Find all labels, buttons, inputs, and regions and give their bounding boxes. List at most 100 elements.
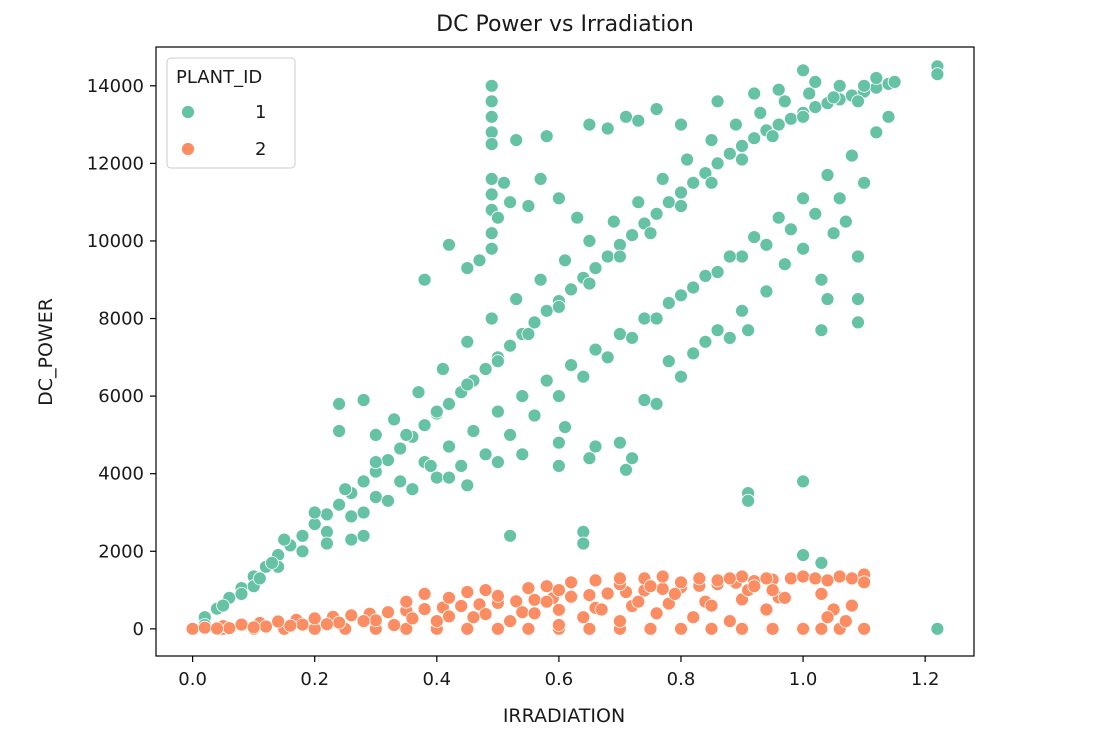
data-point <box>735 249 749 264</box>
data-point <box>668 587 682 601</box>
data-point <box>808 571 823 586</box>
points-layer <box>185 59 945 636</box>
data-point <box>283 618 298 633</box>
data-point <box>344 509 359 524</box>
data-point <box>594 602 609 617</box>
data-point <box>765 621 780 636</box>
data-point <box>429 614 444 628</box>
data-point <box>808 75 823 89</box>
data-point <box>674 575 688 590</box>
data-point <box>552 583 566 597</box>
legend-entries: 12 <box>181 102 266 160</box>
data-point <box>478 362 493 376</box>
x-tick-label: 0.4 <box>422 669 451 690</box>
data-point <box>533 272 548 287</box>
data-point <box>344 532 359 547</box>
data-point <box>332 615 347 630</box>
data-point <box>539 129 554 144</box>
data-point <box>704 133 719 148</box>
data-point <box>722 249 737 264</box>
data-point <box>393 474 408 489</box>
data-point <box>387 412 402 427</box>
data-point <box>710 573 725 588</box>
data-point <box>460 377 475 392</box>
data-point <box>613 571 627 586</box>
data-point <box>527 315 542 330</box>
data-point <box>265 556 279 570</box>
x-tick-label: 0.6 <box>545 669 574 690</box>
data-point <box>210 621 224 636</box>
data-point <box>234 617 249 632</box>
data-point <box>808 206 823 221</box>
data-point <box>851 249 865 264</box>
data-point <box>429 404 444 419</box>
data-point <box>527 592 542 607</box>
data-point <box>252 571 267 586</box>
data-point <box>588 342 603 357</box>
y-tick-label: 6000 <box>98 386 144 407</box>
data-point <box>881 109 896 124</box>
data-point <box>814 323 829 338</box>
data-point <box>423 458 438 473</box>
data-point <box>319 617 334 632</box>
data-point <box>674 288 688 303</box>
data-point <box>735 152 749 167</box>
data-point <box>478 583 493 597</box>
data-point <box>234 587 249 601</box>
data-point <box>332 424 347 438</box>
data-point <box>387 618 402 632</box>
data-point <box>588 573 603 588</box>
data-point <box>503 528 518 543</box>
data-point <box>381 605 395 620</box>
data-point <box>368 455 383 470</box>
legend-label: 2 <box>255 139 266 160</box>
data-point <box>527 408 542 423</box>
data-point <box>625 330 639 345</box>
data-point <box>490 621 505 636</box>
data-point <box>509 133 524 148</box>
data-point <box>503 614 518 628</box>
data-point <box>399 594 414 609</box>
data-point <box>552 191 566 206</box>
data-point <box>674 369 688 384</box>
data-point <box>661 195 676 210</box>
y-tick-label: 2000 <box>98 541 144 562</box>
data-point <box>539 373 554 388</box>
data-point <box>649 102 664 116</box>
data-point <box>368 427 383 442</box>
data-point <box>582 233 597 248</box>
data-point <box>307 611 322 626</box>
data-point <box>454 599 469 613</box>
data-point <box>643 579 658 594</box>
data-point <box>631 594 646 609</box>
data-point <box>637 311 652 326</box>
data-point <box>838 214 853 229</box>
data-point <box>539 303 554 318</box>
data-point <box>521 621 536 636</box>
data-point <box>258 619 273 634</box>
data-point <box>503 427 518 442</box>
data-point <box>442 470 456 485</box>
legend-box <box>166 57 296 169</box>
data-point <box>521 581 536 595</box>
y-tick-label: 4000 <box>98 464 144 485</box>
data-point <box>515 605 530 620</box>
data-point <box>613 249 627 264</box>
data-point <box>771 210 786 225</box>
data-point <box>625 228 639 243</box>
data-point <box>356 528 371 543</box>
data-point <box>484 78 499 93</box>
data-point <box>319 536 334 551</box>
data-point <box>582 117 597 132</box>
data-point <box>509 594 524 609</box>
data-point <box>332 497 347 512</box>
data-point <box>747 131 762 146</box>
data-point <box>796 191 810 206</box>
data-point <box>552 618 566 632</box>
data-point <box>564 282 578 297</box>
data-point <box>692 571 707 586</box>
data-point <box>643 621 658 636</box>
data-point <box>564 589 578 604</box>
data-point <box>820 292 835 307</box>
data-point <box>857 175 871 190</box>
